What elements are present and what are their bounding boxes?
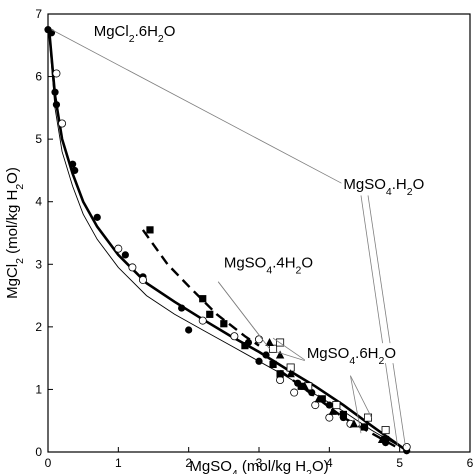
filled-circle-marker-10 <box>185 326 193 334</box>
annotation-bg-mgso4-h2o <box>341 174 432 195</box>
filled-square-marker-1 <box>199 295 207 303</box>
annotation-mgcl2-6h2o: MgCl2.6H2O <box>94 23 176 45</box>
filled-triangle-marker-4 <box>314 394 323 403</box>
filled-circle-marker-17 <box>325 401 333 409</box>
filled-circle-marker-3 <box>52 101 61 109</box>
open-square-marker-4 <box>332 401 341 410</box>
filled-square-marker-7 <box>297 382 305 390</box>
thick-line-series-0 <box>48 32 408 452</box>
annotation-bg-mgcl2-6h2o <box>91 20 182 41</box>
filled-circle-marker-12 <box>255 357 263 365</box>
open-circle-marker-11 <box>325 413 334 422</box>
y-tick-label-2: 2 <box>35 320 42 334</box>
open-square-marker-6 <box>381 426 390 435</box>
filled-triangle-marker-1 <box>275 350 285 359</box>
y-tick-label-5: 5 <box>35 132 42 146</box>
filled-circle-marker-5 <box>71 166 79 175</box>
open-circle-marker-6 <box>230 332 239 341</box>
annotation-bg-mgso4-4h2o <box>221 252 312 273</box>
open-circle-marker-0 <box>52 69 61 78</box>
filled-square-marker-11 <box>382 435 390 444</box>
filled-triangle-marker-5 <box>328 406 338 415</box>
leader-line-1 <box>367 195 406 446</box>
annotation-layer: MgCl2.6H2O MgSO4.H2O MgSO4.4H2O MgSO4.6H2O <box>51 20 432 446</box>
filled-circle-marker-6 <box>93 213 101 221</box>
filled-circle-marker-7 <box>121 251 129 259</box>
dashed-line-series-2 <box>141 229 260 347</box>
filled-square-marker-0 <box>146 226 154 234</box>
plot-area <box>47 13 471 453</box>
x-tick-label-1: 1 <box>115 456 122 470</box>
filled-square-marker-8 <box>318 395 326 403</box>
filled-square-marker-6 <box>276 370 284 378</box>
open-circle-marker-3 <box>128 263 137 272</box>
filled-circle-marker-9 <box>178 304 186 312</box>
open-circle-marker-5 <box>198 316 207 325</box>
y-tick-label-0: 0 <box>35 445 42 459</box>
plot-frame <box>47 13 471 453</box>
filled-triangle-marker-2 <box>286 369 295 378</box>
y-tick-label-6: 6 <box>35 70 42 84</box>
leader-line-8 <box>350 375 362 434</box>
filled-circle-marker-13 <box>262 351 270 359</box>
leader-line-5 <box>276 351 307 362</box>
filled-circle-marker-16 <box>308 388 316 397</box>
open-circle-marker-9 <box>290 388 299 397</box>
y-tick-label-3: 3 <box>35 257 42 271</box>
x-tick-label-3: 3 <box>256 456 263 470</box>
filled-square-marker-10 <box>360 423 369 431</box>
filled-square-marker-4 <box>241 342 249 350</box>
open-circle-marker-7 <box>254 335 263 344</box>
open-circle-marker-1 <box>58 119 67 128</box>
open-circle-marker-10 <box>311 401 320 410</box>
leader-line-6 <box>272 337 308 362</box>
x-tick-label-6: 6 <box>467 456 474 470</box>
open-circle-marker-14 <box>402 442 411 451</box>
filled-square-marker-3 <box>220 320 228 328</box>
filled-circle-marker-1 <box>47 29 56 37</box>
series-layer <box>44 26 411 455</box>
leader-line-7 <box>350 375 372 418</box>
x-tick-label-5: 5 <box>396 456 403 470</box>
y-tick-label-4: 4 <box>35 195 42 209</box>
annotation-bg-mgso4-6h2o <box>304 343 395 364</box>
filled-triangle-marker-7 <box>377 434 387 443</box>
filled-circle-marker-4 <box>69 160 77 168</box>
filled-triangle-marker-3 <box>300 381 309 390</box>
filled-triangle-marker-6 <box>349 419 359 428</box>
filled-circle-marker-2 <box>51 88 59 96</box>
filled-square-marker-5 <box>269 360 277 368</box>
filled-triangle-marker-0 <box>265 338 274 346</box>
leader-line-2 <box>360 195 398 446</box>
leader-line-0 <box>51 29 348 187</box>
y-tick-label-7: 7 <box>35 7 42 21</box>
x-tick-label-2: 2 <box>185 456 192 470</box>
filled-square-marker-2 <box>206 310 214 318</box>
leader-line-4 <box>217 281 270 350</box>
open-square-marker-0 <box>269 344 278 353</box>
y-axis-title: MgCl2 (mol/kg H2O) <box>4 167 26 299</box>
y-tick-label-1: 1 <box>35 382 42 396</box>
annotation-mgso4-h2o: MgSO4.H2O <box>343 176 424 198</box>
open-square-marker-5 <box>364 413 373 422</box>
open-circle-marker-4 <box>138 275 147 284</box>
open-circle-marker-2 <box>114 244 123 253</box>
filled-square-marker-9 <box>339 410 347 419</box>
annotation-mgso4-6h2o: MgSO4.6H2O <box>307 345 396 367</box>
x-tick-label-0: 0 <box>45 456 52 470</box>
axis-layer: 0 1 2 3 4 5 6 0 1 2 3 4 5 6 7 MgSO4 (mol/kg H2O) MgCl2 (… <box>4 7 474 474</box>
open-circle-marker-8 <box>276 376 285 385</box>
x-tick-label-4: 4 <box>326 456 333 470</box>
x-axis-title: MgSO4 (mol/kg H2O) <box>189 458 328 474</box>
annotation-mgso4-4h2o: MgSO4.4H2O <box>224 254 313 276</box>
